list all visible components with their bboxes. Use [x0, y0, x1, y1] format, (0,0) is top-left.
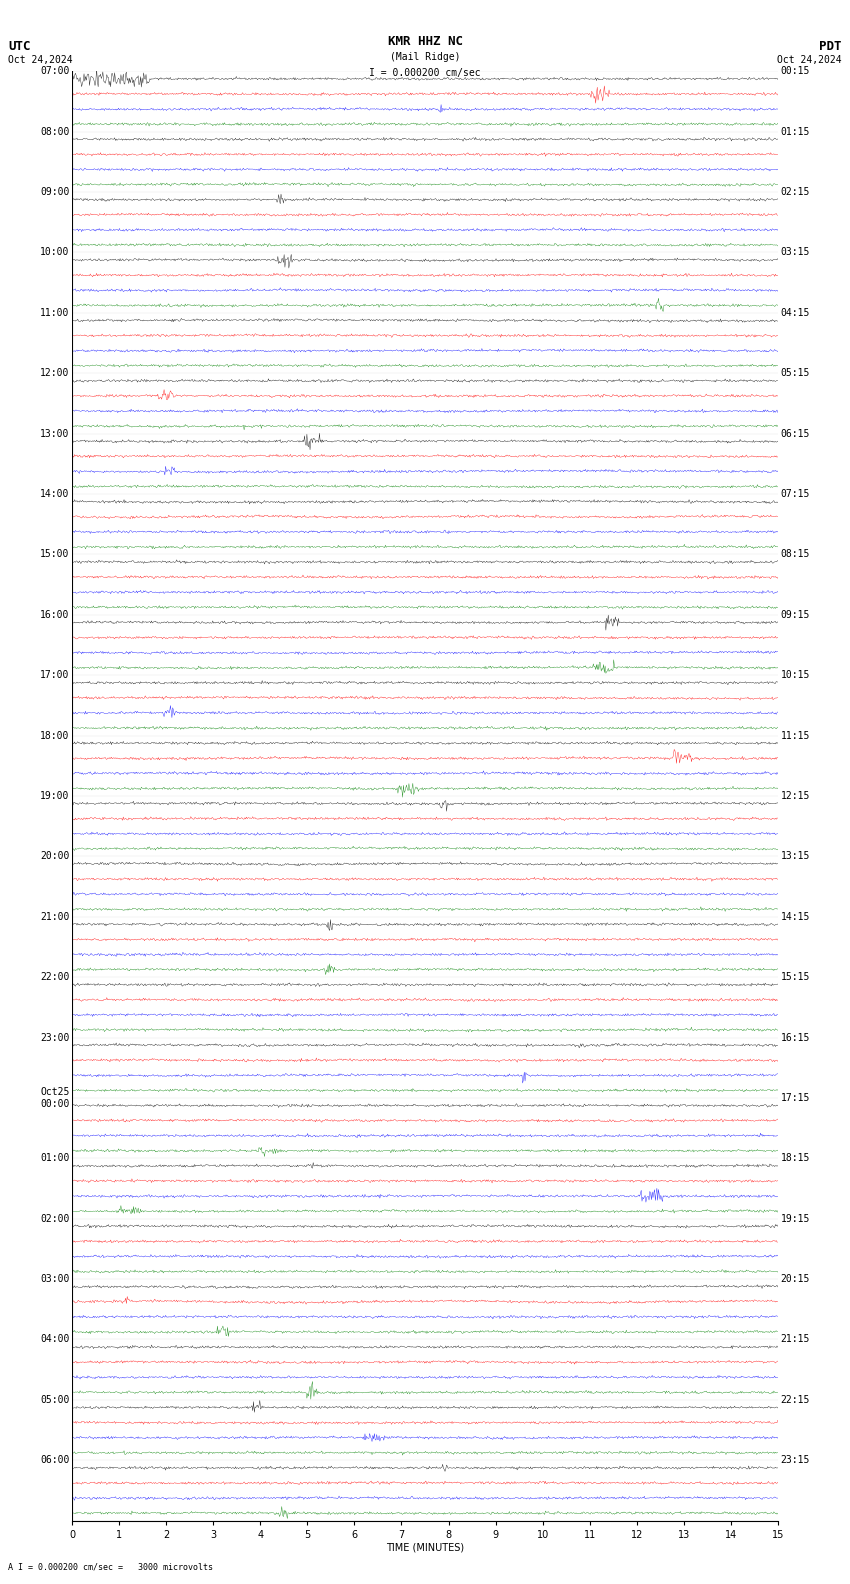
Text: 20:15: 20:15 [780, 1274, 810, 1285]
Text: Oct 24,2024: Oct 24,2024 [777, 55, 842, 65]
Text: Oct25
00:00: Oct25 00:00 [40, 1087, 70, 1109]
Text: 14:00: 14:00 [40, 489, 70, 499]
Text: 08:15: 08:15 [780, 550, 810, 559]
Text: 22:00: 22:00 [40, 973, 70, 982]
Text: 18:15: 18:15 [780, 1153, 810, 1163]
X-axis label: TIME (MINUTES): TIME (MINUTES) [386, 1543, 464, 1552]
Text: 07:00: 07:00 [40, 67, 70, 76]
Text: 05:00: 05:00 [40, 1396, 70, 1405]
Text: 21:15: 21:15 [780, 1334, 810, 1345]
Text: 00:15: 00:15 [780, 67, 810, 76]
Text: 03:15: 03:15 [780, 247, 810, 258]
Text: 16:15: 16:15 [780, 1033, 810, 1042]
Text: 23:00: 23:00 [40, 1033, 70, 1042]
Text: 03:00: 03:00 [40, 1274, 70, 1285]
Text: 21:00: 21:00 [40, 912, 70, 922]
Text: 19:15: 19:15 [780, 1213, 810, 1224]
Text: 17:15: 17:15 [780, 1093, 810, 1102]
Text: 09:00: 09:00 [40, 187, 70, 196]
Text: 11:00: 11:00 [40, 307, 70, 318]
Text: UTC: UTC [8, 40, 31, 52]
Text: I = 0.000200 cm/sec: I = 0.000200 cm/sec [369, 68, 481, 78]
Text: KMR HHZ NC: KMR HHZ NC [388, 35, 462, 48]
Text: (Mail Ridge): (Mail Ridge) [390, 52, 460, 62]
Text: 04:15: 04:15 [780, 307, 810, 318]
Text: 07:15: 07:15 [780, 489, 810, 499]
Text: 17:00: 17:00 [40, 670, 70, 680]
Text: 08:00: 08:00 [40, 127, 70, 136]
Text: A I = 0.000200 cm/sec =   3000 microvolts: A I = 0.000200 cm/sec = 3000 microvolts [8, 1562, 213, 1571]
Text: 19:00: 19:00 [40, 790, 70, 802]
Text: 06:00: 06:00 [40, 1456, 70, 1465]
Text: 20:00: 20:00 [40, 851, 70, 862]
Text: 06:15: 06:15 [780, 429, 810, 439]
Text: 11:15: 11:15 [780, 730, 810, 741]
Text: 18:00: 18:00 [40, 730, 70, 741]
Text: 05:15: 05:15 [780, 367, 810, 379]
Text: 13:00: 13:00 [40, 429, 70, 439]
Text: 02:00: 02:00 [40, 1213, 70, 1224]
Text: PDT: PDT [819, 40, 842, 52]
Text: 15:00: 15:00 [40, 550, 70, 559]
Text: 10:15: 10:15 [780, 670, 810, 680]
Text: 12:15: 12:15 [780, 790, 810, 802]
Text: 15:15: 15:15 [780, 973, 810, 982]
Text: 09:15: 09:15 [780, 610, 810, 619]
Text: 04:00: 04:00 [40, 1334, 70, 1345]
Text: 01:15: 01:15 [780, 127, 810, 136]
Text: 01:00: 01:00 [40, 1153, 70, 1163]
Text: 14:15: 14:15 [780, 912, 810, 922]
Text: Oct 24,2024: Oct 24,2024 [8, 55, 73, 65]
Text: 12:00: 12:00 [40, 367, 70, 379]
Text: 13:15: 13:15 [780, 851, 810, 862]
Text: 02:15: 02:15 [780, 187, 810, 196]
Text: 16:00: 16:00 [40, 610, 70, 619]
Text: 22:15: 22:15 [780, 1396, 810, 1405]
Text: 23:15: 23:15 [780, 1456, 810, 1465]
Text: 10:00: 10:00 [40, 247, 70, 258]
